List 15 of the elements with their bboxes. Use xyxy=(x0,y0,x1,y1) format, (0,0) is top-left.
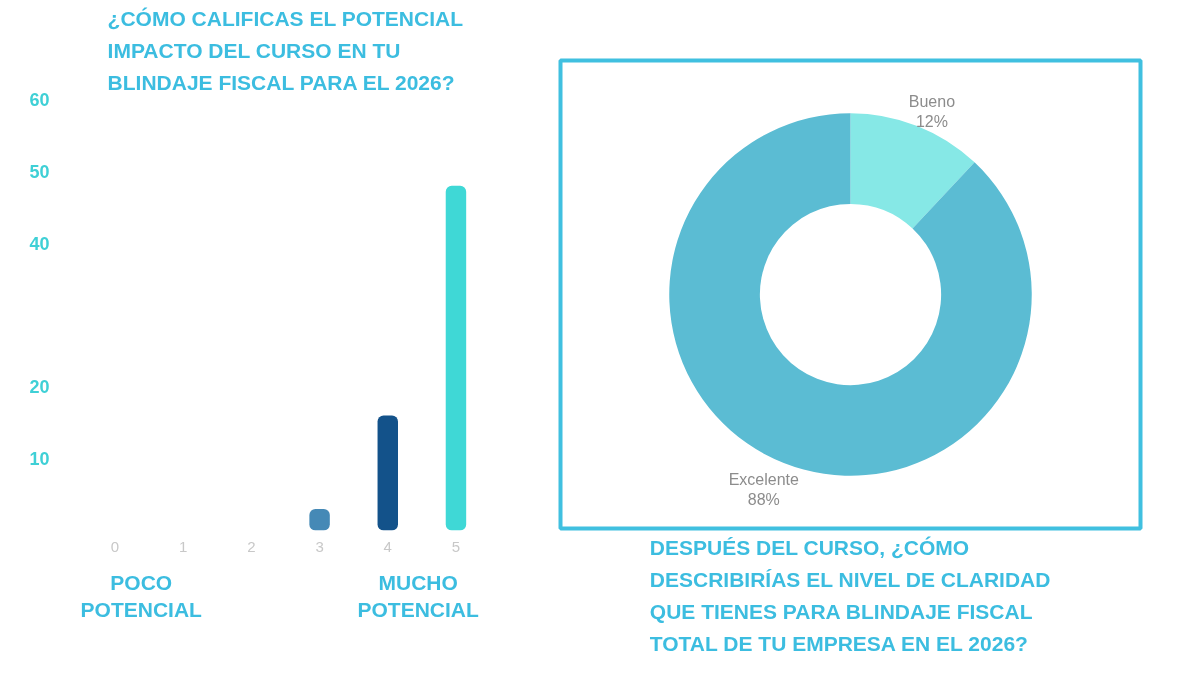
y-tick-label: 50 xyxy=(29,161,50,182)
slice-label: Excelente xyxy=(728,470,799,488)
text: POCO POTENCIAL xyxy=(80,570,203,622)
y-tick-label: 20 xyxy=(29,377,50,398)
y-tick-label: 60 xyxy=(29,90,50,110)
text: MUCHO POTENCIAL xyxy=(357,570,480,622)
text: DESPUÉS DEL CURSO, ¿CÓMO DESCRIBIRÍAS EL NIVEL DE CLARIDAD QUE TIENES PARA BLINDAJE FISCAL TOTAL DE TU EMPRESA EN EL 2026? xyxy=(649,535,1051,656)
bar xyxy=(445,185,467,531)
y-tick-label: 40 xyxy=(29,233,50,254)
bar xyxy=(377,415,398,531)
y-tick-label: 10 xyxy=(29,449,50,470)
chart-title: ¿CÓMO CALIFICAS EL POTENCIAL IMPACTO DEL CURSO EN TU BLINDAJE FISCAL PARA EL 2026? xyxy=(107,7,464,95)
slice-label: Bueno xyxy=(908,92,956,110)
data-label: 88% xyxy=(747,491,780,509)
data-label: 12% xyxy=(915,113,948,131)
